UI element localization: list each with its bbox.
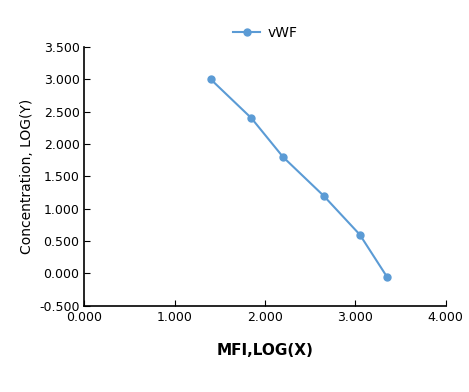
vWF <box>249 116 254 121</box>
vWF <box>208 77 213 82</box>
vWF <box>280 155 286 160</box>
Y-axis label: Concentration, LOG(Y): Concentration, LOG(Y) <box>20 99 33 254</box>
vWF <box>321 194 326 198</box>
vWF <box>357 232 363 237</box>
Legend: vWF: vWF <box>227 20 303 45</box>
vWF <box>384 274 390 279</box>
X-axis label: MFI,LOG(X): MFI,LOG(X) <box>217 343 313 358</box>
Line: vWF: vWF <box>207 76 390 280</box>
